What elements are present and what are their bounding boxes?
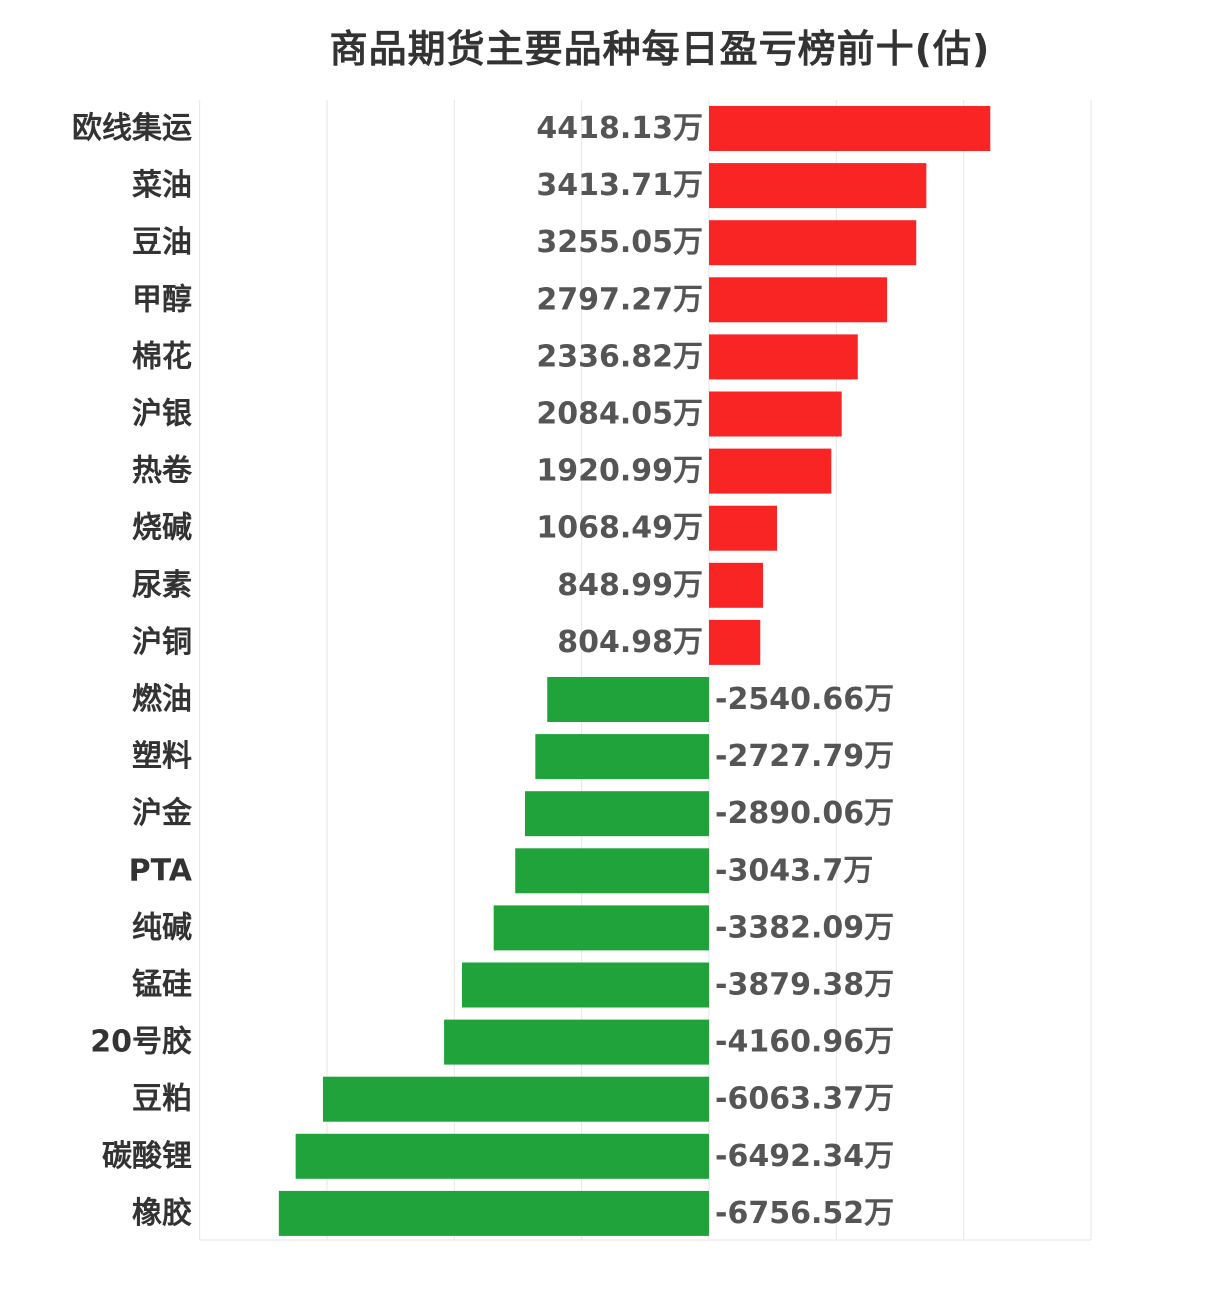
category-label: 烧碱 <box>132 511 192 546</box>
grid-layer <box>199 100 1092 1241</box>
value-label: -3043.7万 <box>715 853 873 888</box>
bar <box>709 448 832 494</box>
category-label: PTA <box>129 853 193 888</box>
category-label: 菜油 <box>132 168 192 203</box>
bar-layer <box>278 106 991 1236</box>
category-label: 沪金 <box>132 796 193 831</box>
bar <box>295 1133 709 1179</box>
bar <box>535 734 709 780</box>
value-label: 2084.05万 <box>536 397 703 432</box>
category-label: 棉花 <box>132 339 192 374</box>
value-label: 1920.99万 <box>536 454 703 489</box>
category-label: 欧线集运 <box>72 111 192 146</box>
value-label: -3879.38万 <box>715 968 894 1003</box>
bar <box>709 106 991 151</box>
bar <box>547 677 709 722</box>
value-label: 1068.49万 <box>536 511 703 546</box>
category-label: 甲醇 <box>132 282 192 317</box>
bar <box>709 163 927 209</box>
category-label: 豆油 <box>132 225 192 260</box>
category-label: 燃油 <box>132 682 192 717</box>
bar <box>462 962 709 1008</box>
category-label: 热卷 <box>132 454 193 489</box>
value-label: 2797.27万 <box>536 282 703 317</box>
value-label: -2727.79万 <box>715 739 894 774</box>
bar <box>709 220 917 266</box>
value-label: -4160.96万 <box>715 1025 894 1060</box>
bar <box>709 334 858 380</box>
bar <box>524 791 709 837</box>
value-label: -6756.52万 <box>715 1196 894 1231</box>
category-label: 20号胶 <box>90 1025 192 1060</box>
category-label: 塑料 <box>132 739 192 774</box>
category-label: 锰硅 <box>132 968 192 1003</box>
bar <box>515 848 709 894</box>
bar <box>444 1019 709 1065</box>
bar <box>709 391 842 437</box>
bar <box>709 619 761 665</box>
value-label: -6063.37万 <box>715 1082 894 1117</box>
value-label: -3382.09万 <box>715 910 894 945</box>
value-label: 3413.71万 <box>536 168 703 203</box>
bar <box>278 1190 709 1236</box>
bar <box>322 1076 709 1122</box>
category-label: 纯碱 <box>132 910 192 945</box>
value-label: 2336.82万 <box>536 339 703 374</box>
bar <box>709 562 764 608</box>
category-label: 橡胶 <box>132 1196 192 1231</box>
category-label: 尿素 <box>132 568 192 603</box>
value-label: 3255.05万 <box>536 225 703 260</box>
chart-title: 商品期货主要品种每日盈亏榜前十(估) <box>329 27 991 71</box>
category-label: 碳酸锂 <box>102 1139 192 1174</box>
bar <box>709 505 778 551</box>
value-label: 848.99万 <box>557 568 703 603</box>
category-label: 豆粕 <box>132 1082 192 1117</box>
value-label: -2890.06万 <box>715 796 894 831</box>
category-label: 沪铜 <box>132 625 192 660</box>
value-label: -6492.34万 <box>715 1139 894 1174</box>
value-label: 4418.13万 <box>536 111 703 146</box>
bar <box>709 277 888 323</box>
bar <box>493 905 709 951</box>
value-label: 804.98万 <box>557 625 703 660</box>
value-label: -2540.66万 <box>715 682 894 717</box>
category-label: 沪银 <box>132 397 192 432</box>
